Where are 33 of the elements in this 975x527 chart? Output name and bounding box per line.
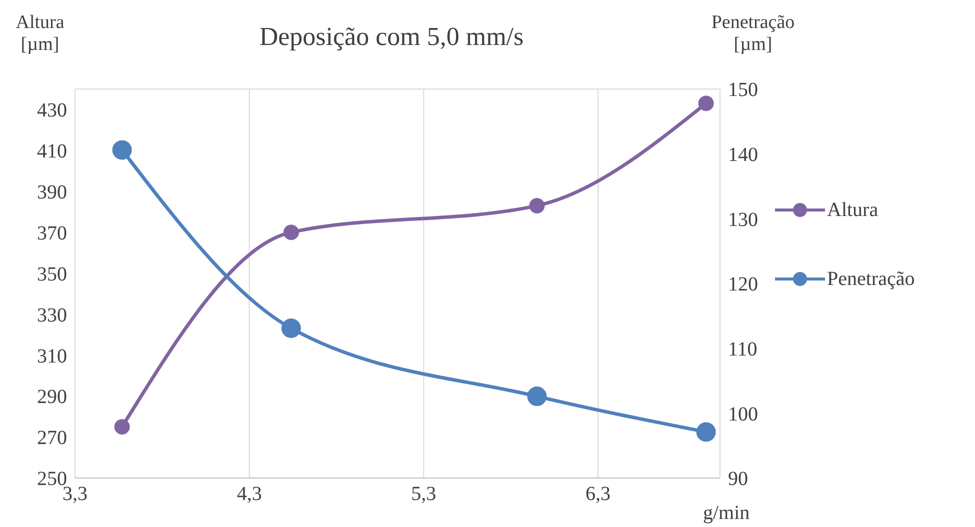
point (529, 198, 545, 214)
y-tick-label: 350 (37, 263, 67, 286)
y2-axis-title: Penetração [µm] (710, 12, 796, 56)
point (283, 224, 299, 240)
y-tick-label: 330 (37, 304, 67, 326)
y-tick-label: 310 (37, 345, 67, 368)
x-tick-label: 6,3 (585, 483, 610, 506)
x-tick-label: 5,3 (411, 483, 436, 506)
chart-title: Deposição com 5,0 mm/s (259, 22, 524, 51)
point (696, 422, 716, 442)
y2-tick-label: 130 (728, 208, 758, 231)
point (112, 140, 132, 160)
legend-label: Altura (827, 198, 878, 222)
y-tick-label: 270 (37, 427, 67, 450)
x-tick-label: 4,3 (236, 483, 262, 506)
y-tick-label: 290 (37, 386, 67, 408)
y-tick-label: 410 (37, 140, 67, 163)
y2-tick-label: 90 (728, 468, 748, 490)
y2-tick-label: 120 (728, 274, 758, 296)
point (698, 96, 714, 112)
point (527, 386, 547, 406)
x-axis-title: g/min (703, 502, 750, 525)
y2-tick-label: 140 (728, 144, 758, 166)
y-tick-label: 430 (37, 100, 67, 122)
y2-tick-label: 100 (728, 403, 758, 426)
point (281, 318, 301, 338)
y-axis-title: Altura [µm] (14, 12, 66, 56)
legend-label: Penetração (827, 268, 915, 290)
y2-tick-label: 110 (728, 338, 758, 360)
y-tick-label: 390 (37, 181, 67, 204)
y-tick-label: 370 (37, 222, 67, 244)
point (114, 419, 130, 435)
y2-tick-label: 150 (728, 79, 758, 102)
